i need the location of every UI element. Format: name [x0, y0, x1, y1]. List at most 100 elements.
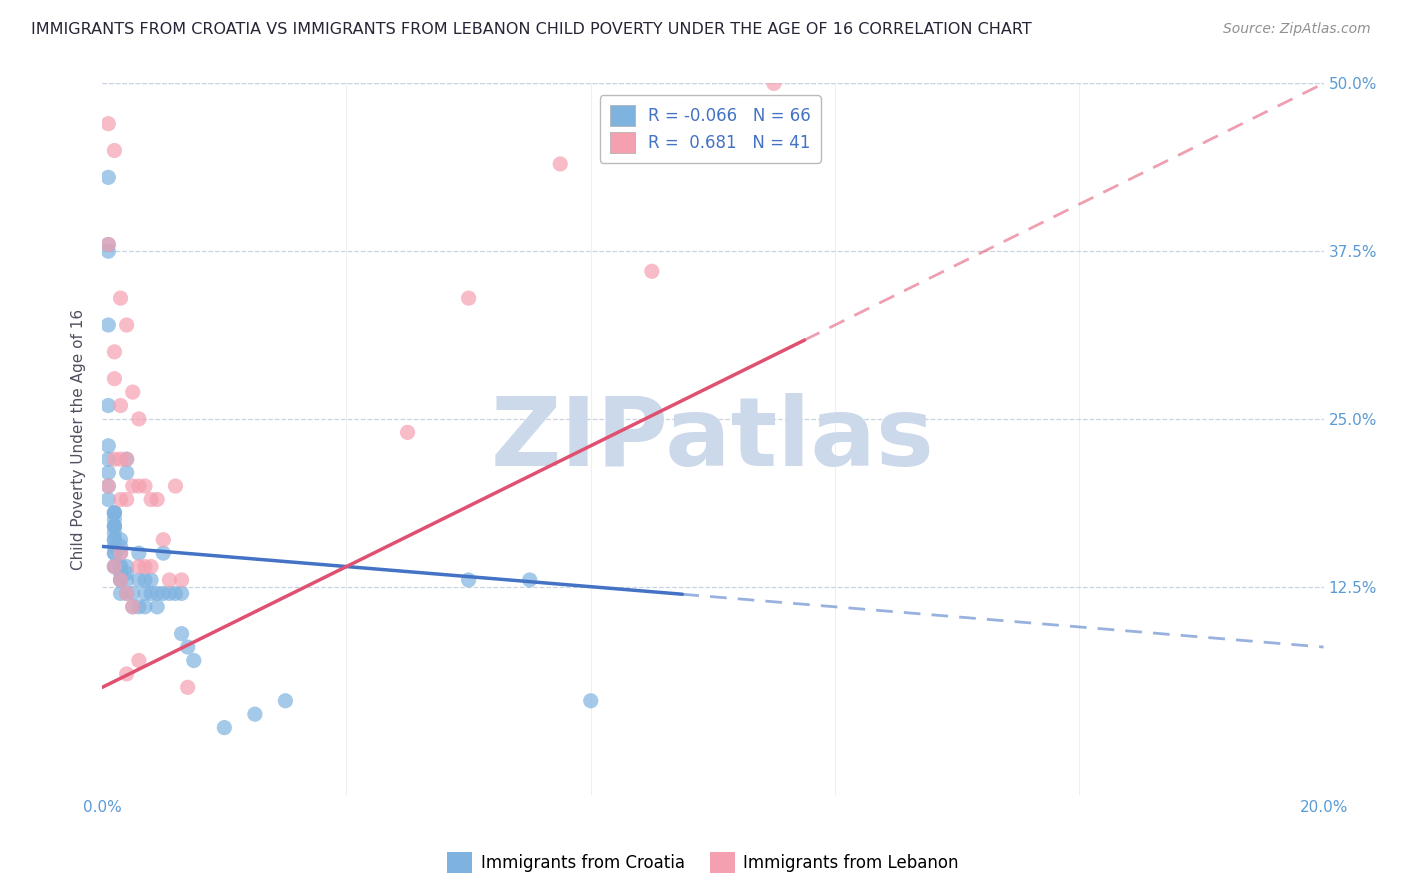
Point: [146, 492, 169, 507]
Point: [110, 559, 132, 574]
Point: [121, 385, 143, 400]
Point: [121, 479, 143, 493]
Point: [97, 237, 120, 252]
Point: [103, 506, 125, 520]
Point: [177, 681, 200, 695]
Point: [110, 546, 132, 560]
Point: [103, 506, 125, 520]
Point: [134, 559, 156, 574]
Point: [97, 318, 120, 332]
Legend: R = -0.066   N = 66, R =  0.681   N = 41: R = -0.066 N = 66, R = 0.681 N = 41: [599, 95, 821, 162]
Point: [97, 492, 120, 507]
Point: [115, 466, 138, 480]
Point: [177, 640, 200, 654]
Legend: Immigrants from Croatia, Immigrants from Lebanon: Immigrants from Croatia, Immigrants from…: [440, 846, 966, 880]
Point: [115, 667, 138, 681]
Point: [115, 492, 138, 507]
Point: [579, 694, 602, 708]
Point: [97, 466, 120, 480]
Point: [97, 479, 120, 493]
Point: [103, 519, 125, 533]
Point: [110, 566, 132, 581]
Text: IMMIGRANTS FROM CROATIA VS IMMIGRANTS FROM LEBANON CHILD POVERTY UNDER THE AGE O: IMMIGRANTS FROM CROATIA VS IMMIGRANTS FR…: [31, 22, 1032, 37]
Point: [110, 399, 132, 413]
Point: [103, 533, 125, 547]
Point: [548, 157, 571, 171]
Point: [157, 573, 180, 587]
Point: [139, 573, 162, 587]
Point: [103, 452, 125, 467]
Point: [128, 479, 150, 493]
Point: [103, 344, 125, 359]
Point: [152, 546, 174, 560]
Point: [110, 573, 132, 587]
Point: [146, 599, 169, 614]
Point: [128, 559, 150, 574]
Point: [243, 707, 266, 722]
Point: [146, 586, 169, 600]
Point: [103, 559, 125, 574]
Point: [110, 573, 132, 587]
Point: [103, 144, 125, 158]
Point: [115, 586, 138, 600]
Point: [110, 540, 132, 554]
Point: [103, 506, 125, 520]
Point: [134, 573, 156, 587]
Point: [214, 721, 236, 735]
Point: [110, 559, 132, 574]
Point: [110, 573, 132, 587]
Point: [457, 291, 479, 305]
Point: [110, 291, 132, 305]
Point: [103, 559, 125, 574]
Point: [103, 512, 125, 526]
Point: [121, 599, 143, 614]
Point: [103, 372, 125, 386]
Point: [139, 559, 162, 574]
Point: [115, 566, 138, 581]
Point: [97, 170, 120, 185]
Point: [103, 533, 125, 547]
Point: [115, 573, 138, 587]
Point: [115, 452, 138, 467]
Point: [157, 586, 180, 600]
Point: [121, 586, 143, 600]
Point: [139, 492, 162, 507]
Point: [115, 452, 138, 467]
Point: [97, 117, 120, 131]
Point: [115, 586, 138, 600]
Point: [103, 526, 125, 541]
Point: [97, 479, 120, 493]
Point: [110, 586, 132, 600]
Point: [134, 599, 156, 614]
Point: [128, 573, 150, 587]
Y-axis label: Child Poverty Under the Age of 16: Child Poverty Under the Age of 16: [72, 309, 86, 570]
Point: [110, 492, 132, 507]
Point: [97, 452, 120, 467]
Point: [97, 439, 120, 453]
Point: [762, 77, 785, 91]
Point: [170, 573, 193, 587]
Point: [128, 412, 150, 426]
Point: [103, 546, 125, 560]
Point: [103, 559, 125, 574]
Point: [134, 479, 156, 493]
Point: [519, 573, 541, 587]
Point: [170, 626, 193, 640]
Text: ZIPatlas: ZIPatlas: [491, 392, 935, 485]
Point: [396, 425, 419, 440]
Point: [183, 653, 205, 667]
Point: [128, 546, 150, 560]
Text: Source: ZipAtlas.com: Source: ZipAtlas.com: [1223, 22, 1371, 37]
Point: [128, 599, 150, 614]
Point: [97, 244, 120, 259]
Point: [165, 479, 187, 493]
Point: [115, 559, 138, 574]
Point: [641, 264, 664, 278]
Point: [170, 586, 193, 600]
Point: [121, 599, 143, 614]
Point: [103, 519, 125, 533]
Point: [128, 653, 150, 667]
Point: [110, 533, 132, 547]
Point: [152, 586, 174, 600]
Point: [139, 586, 162, 600]
